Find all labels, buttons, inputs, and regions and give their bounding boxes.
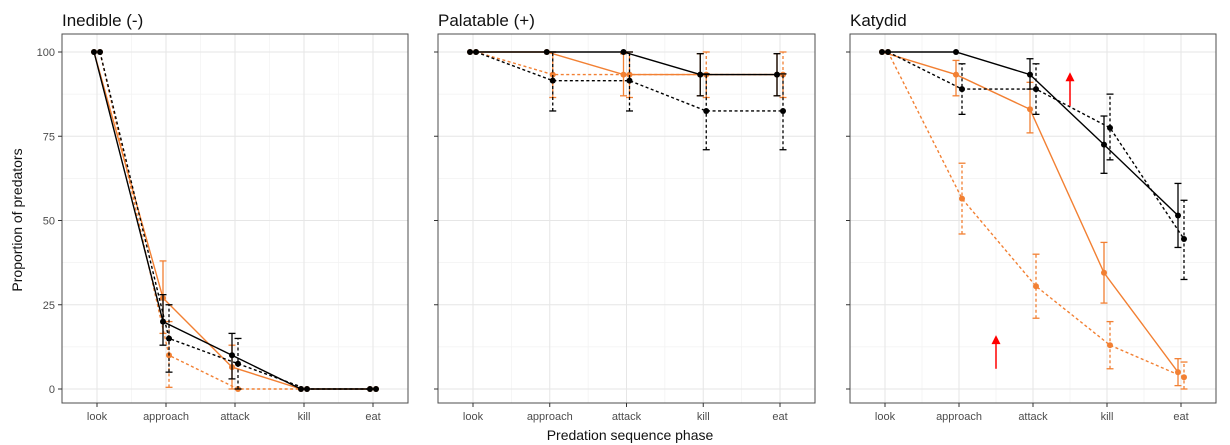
x-tick-label: kill bbox=[298, 411, 311, 423]
data-point bbox=[467, 49, 473, 55]
arrow-head bbox=[1065, 72, 1075, 82]
y-tick-label: 100 bbox=[37, 47, 55, 59]
x-tick-label: attack bbox=[220, 411, 250, 423]
data-point bbox=[235, 360, 241, 367]
x-tick-label: eat bbox=[1173, 411, 1188, 423]
y-tick-label: 0 bbox=[49, 384, 55, 396]
data-point bbox=[1101, 141, 1107, 148]
x-tick-label: approach bbox=[527, 411, 573, 423]
panel-3: Katydid look approach attack kill eat bbox=[846, 11, 1217, 423]
series-line bbox=[99, 51, 376, 390]
error-bar bbox=[958, 63, 966, 115]
x-tick-label: approach bbox=[143, 411, 189, 423]
data-point bbox=[703, 107, 710, 114]
y-tick-label: 25 bbox=[43, 300, 55, 312]
data-point bbox=[549, 71, 556, 78]
data-point bbox=[959, 195, 965, 202]
data-point bbox=[959, 86, 965, 93]
x-axis-title: Predation sequence phase bbox=[547, 427, 714, 443]
series-orange-solid bbox=[467, 49, 781, 97]
error-bar bbox=[1032, 63, 1040, 115]
x-tick-label: attack bbox=[612, 411, 642, 423]
x-tick-label: look bbox=[463, 411, 484, 423]
data-point bbox=[367, 386, 373, 392]
data-point bbox=[1107, 342, 1113, 349]
x-tick-label: look bbox=[875, 411, 896, 423]
error-bar bbox=[779, 73, 787, 151]
panel-title: Katydid bbox=[850, 11, 907, 30]
error-bar bbox=[952, 59, 960, 97]
data-point bbox=[953, 49, 959, 55]
data-point bbox=[1027, 106, 1033, 113]
series-orange-solid bbox=[879, 49, 1182, 387]
error-bar bbox=[1106, 93, 1114, 161]
data-point bbox=[626, 77, 633, 84]
y-tick-label: 75 bbox=[43, 131, 55, 143]
arrow-head bbox=[991, 335, 1001, 345]
data-point bbox=[620, 49, 627, 55]
x-tick-label: kill bbox=[1101, 411, 1114, 423]
data-point bbox=[885, 49, 891, 55]
series-black-solid bbox=[879, 49, 1182, 249]
series-black-solid bbox=[467, 49, 781, 97]
facet-panels: Inedible (-) 0 25 50 75 100 look approach attack… bbox=[37, 11, 1217, 423]
panel-title: Inedible (-) bbox=[62, 11, 143, 30]
series-orange-dashed bbox=[885, 49, 1188, 390]
data-point bbox=[1033, 86, 1039, 93]
error-bar bbox=[234, 337, 242, 390]
x-tick-label: eat bbox=[365, 411, 380, 423]
data-point bbox=[626, 71, 633, 78]
data-point bbox=[1101, 269, 1107, 276]
data-point bbox=[780, 71, 786, 78]
x-tick-label: approach bbox=[936, 411, 982, 423]
data-point bbox=[97, 49, 103, 55]
series-black-dashed bbox=[885, 49, 1188, 281]
data-point bbox=[1107, 124, 1113, 131]
y-axis-title: Proportion of predators bbox=[9, 148, 25, 291]
panel-2: Palatable (+) look approach attack kill eat bbox=[434, 11, 816, 423]
data-point bbox=[1027, 71, 1033, 78]
annotation-arrow bbox=[991, 335, 1001, 369]
data-point bbox=[1175, 212, 1181, 219]
data-point bbox=[304, 386, 310, 392]
data-point bbox=[166, 335, 172, 342]
x-tick-label: attack bbox=[1018, 411, 1048, 423]
panel-title: Palatable (+) bbox=[438, 11, 535, 30]
data-point bbox=[879, 49, 885, 55]
data-point bbox=[229, 352, 235, 359]
x-tick-label: kill bbox=[697, 411, 710, 423]
series-black-dashed bbox=[97, 49, 379, 392]
series-orange-dashed bbox=[473, 49, 787, 99]
series-line bbox=[475, 51, 783, 112]
x-tick-label: look bbox=[87, 411, 108, 423]
data-point bbox=[91, 49, 97, 55]
data-point bbox=[780, 107, 786, 114]
panel-1: Inedible (-) 0 25 50 75 100 look approach attack… bbox=[37, 11, 409, 423]
annotation-arrow bbox=[1065, 72, 1075, 106]
error-bar bbox=[702, 73, 710, 151]
data-point bbox=[1181, 374, 1187, 381]
data-point bbox=[1181, 236, 1187, 243]
x-tick-label: eat bbox=[772, 411, 787, 423]
data-point bbox=[549, 77, 556, 84]
data-point bbox=[1033, 283, 1039, 290]
series-black-dashed bbox=[473, 49, 787, 151]
data-point bbox=[373, 386, 379, 392]
data-point bbox=[473, 49, 479, 55]
data-point bbox=[697, 71, 704, 78]
data-point bbox=[774, 71, 780, 78]
y-tick-label: 50 bbox=[43, 216, 55, 228]
error-bar bbox=[1032, 253, 1040, 319]
data-point bbox=[953, 71, 959, 78]
data-point bbox=[543, 49, 550, 55]
